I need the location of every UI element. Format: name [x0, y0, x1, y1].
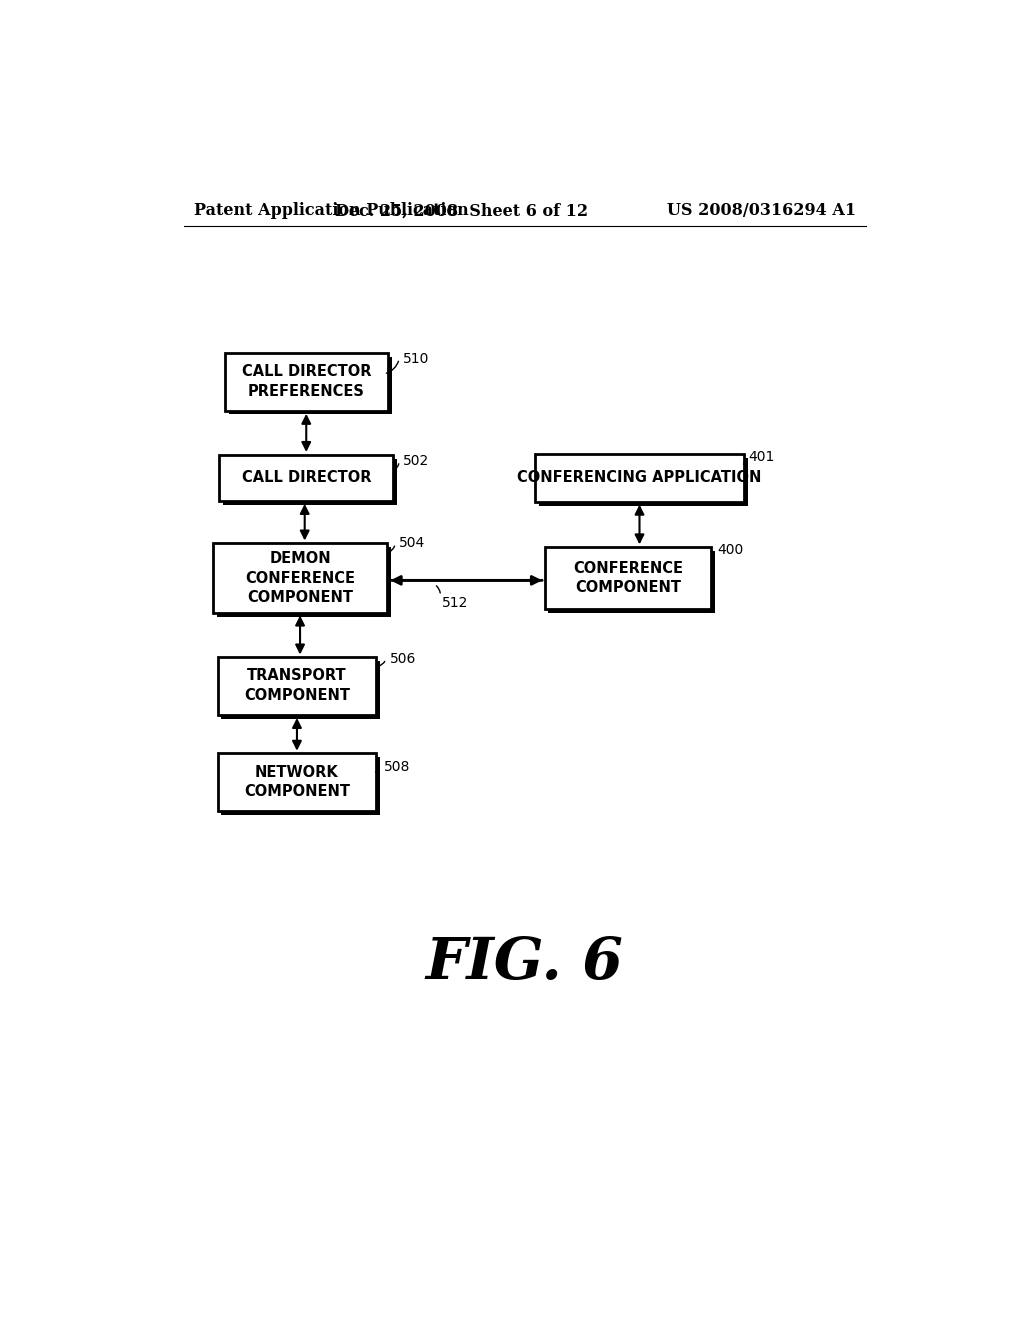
Bar	[213, 544, 387, 612]
Bar	[228, 356, 391, 414]
Text: 508: 508	[384, 760, 411, 774]
Bar	[545, 548, 712, 609]
Text: CONFERENCE
COMPONENT: CONFERENCE COMPONENT	[572, 561, 683, 595]
Bar	[539, 458, 748, 506]
Text: NETWORK
COMPONENT: NETWORK COMPONENT	[244, 764, 350, 800]
Text: 502: 502	[403, 454, 429, 469]
Text: 401: 401	[748, 450, 774, 465]
Text: FIG. 6: FIG. 6	[426, 935, 624, 991]
Bar	[217, 657, 377, 714]
Text: 506: 506	[390, 652, 417, 665]
Bar	[549, 552, 715, 612]
Text: DEMON
CONFERENCE
COMPONENT: DEMON CONFERENCE COMPONENT	[245, 550, 355, 606]
Bar	[535, 454, 744, 502]
Text: US 2008/0316294 A1: US 2008/0316294 A1	[668, 202, 856, 219]
Bar	[219, 455, 393, 502]
Text: Dec. 25, 2008  Sheet 6 of 12: Dec. 25, 2008 Sheet 6 of 12	[335, 202, 588, 219]
Text: CONFERENCING APPLICATION: CONFERENCING APPLICATION	[517, 470, 762, 486]
Text: Patent Application Publication: Patent Application Publication	[194, 202, 469, 219]
Text: CALL DIRECTOR
PREFERENCES: CALL DIRECTOR PREFERENCES	[242, 364, 371, 399]
Bar	[223, 459, 397, 506]
Bar	[221, 758, 380, 814]
Bar	[217, 754, 377, 810]
Text: 504: 504	[399, 536, 426, 550]
Bar	[221, 661, 380, 718]
Text: CALL DIRECTOR: CALL DIRECTOR	[242, 470, 371, 486]
Bar	[217, 548, 391, 616]
Text: 512: 512	[442, 595, 468, 610]
Text: TRANSPORT
COMPONENT: TRANSPORT COMPONENT	[244, 668, 350, 704]
Text: 400: 400	[717, 543, 743, 557]
Bar	[225, 352, 388, 411]
Text: 510: 510	[403, 351, 429, 366]
